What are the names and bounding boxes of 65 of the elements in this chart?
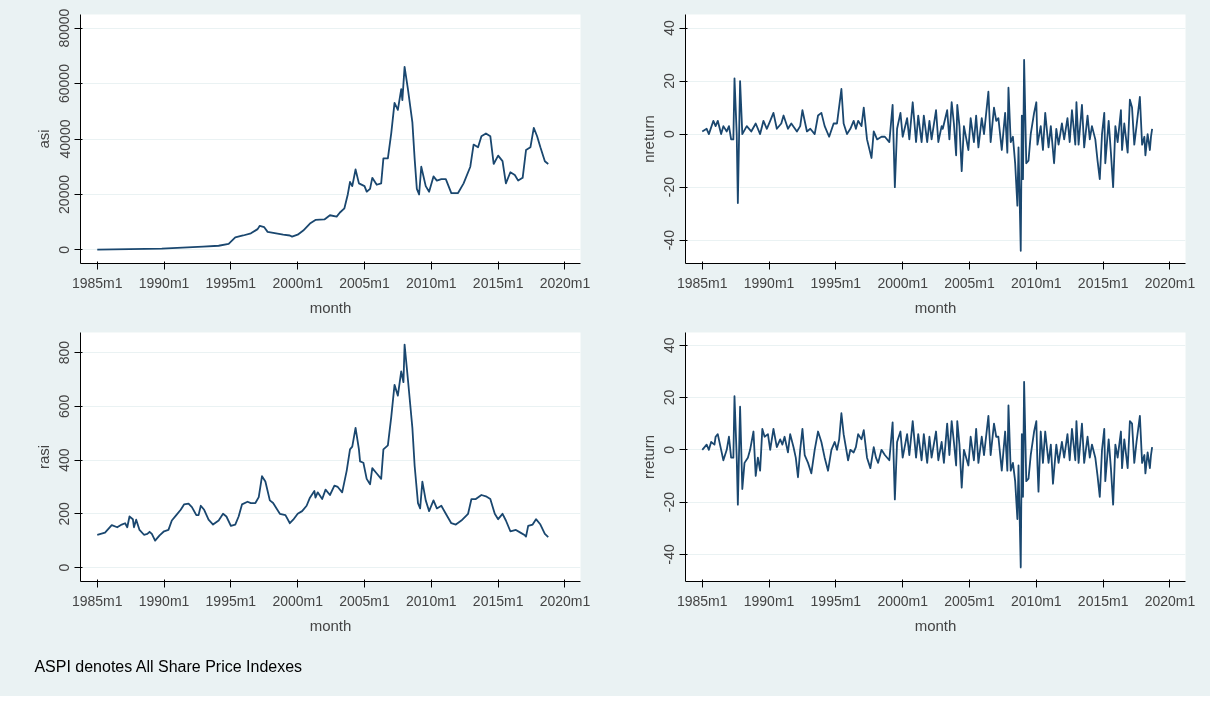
x-tick-label: 2010m1 [406,592,457,609]
y-tick-label: 600 [56,394,73,419]
y-tick-label: 80000 [56,8,73,48]
x-tick-label: 1990m1 [743,274,795,291]
y-tick-label: -40 [661,229,678,251]
x-tick-label: 2010m1 [406,274,457,291]
x-tick-label: 2015m1 [472,274,524,291]
x-tick-label: 1985m1 [676,592,728,609]
x-tick-label: 1985m1 [71,274,123,291]
y-axis-title: rreturn [639,434,657,480]
line-series [96,343,550,542]
x-tick-label: 1990m1 [743,592,795,609]
line-series [96,66,550,251]
y-tick-label: 40 [661,337,678,354]
x-tick-label: 2020m1 [1144,274,1196,291]
x-tick-label: 2005m1 [339,274,391,291]
x-tick-label: 2000m1 [877,592,929,609]
y-axis-title: rasi [34,444,52,470]
x-tick-label: 2005m1 [944,592,996,609]
x-tick-label: 2010m1 [1011,592,1062,609]
y-axis-title: nreturn [639,115,657,163]
x-tick-label: 2020m1 [1144,592,1196,609]
x-tick-label: 2015m1 [1077,274,1129,291]
y-tick-label: 800 [56,340,73,365]
y-tick-label: -20 [661,491,678,513]
y-tick-label: 20 [661,73,678,89]
x-tick-label: 2020m1 [539,274,591,291]
y-axis-title: asi [34,129,52,149]
x-tick-label: 1995m1 [810,274,862,291]
y-tick-label: 0 [56,245,73,254]
y-tick-label: -20 [661,176,678,198]
x-tick-label: 2015m1 [472,592,524,609]
line-series [701,380,1154,569]
x-tick-label: 2020m1 [539,592,591,609]
text: ASPI denotes All Share Price Indexes [34,658,303,675]
x-tick-label: 1990m1 [138,274,190,291]
x-tick-label: 2015m1 [1077,592,1129,609]
y-tick-label: 0 [661,129,678,138]
y-tick-label: 60000 [56,63,73,104]
x-tick-label: 1995m1 [205,592,257,609]
x-tick-label: 2010m1 [1011,274,1062,291]
y-tick-label: 0 [56,563,73,572]
x-tick-label: 2005m1 [944,274,996,291]
y-tick-label: 0 [661,445,678,454]
x-axis-title: month [309,298,352,316]
x-tick-label: 2005m1 [339,592,391,609]
y-tick-label: 400 [56,448,73,472]
x-axis-title: month [914,298,957,316]
y-tick-label: 200 [56,501,73,526]
x-tick-label: 2000m1 [272,274,324,291]
x-tick-label: 1985m1 [71,592,123,609]
line-series [701,58,1154,252]
y-tick-label: 20 [661,389,678,406]
x-tick-label: 2000m1 [877,274,929,291]
x-tick-label: 1995m1 [810,592,862,609]
y-tick-label: 20000 [56,174,73,214]
x-tick-label: 1990m1 [138,592,190,609]
y-tick-label: -40 [661,544,678,565]
x-axis-title: month [914,616,957,634]
y-tick-label: 40000 [56,119,73,159]
y-tick-label: 40 [661,20,678,36]
x-tick-label: 2000m1 [272,592,324,609]
x-tick-label: 1985m1 [676,274,728,291]
x-tick-label: 1995m1 [205,274,257,291]
x-axis-title: month [309,616,352,634]
